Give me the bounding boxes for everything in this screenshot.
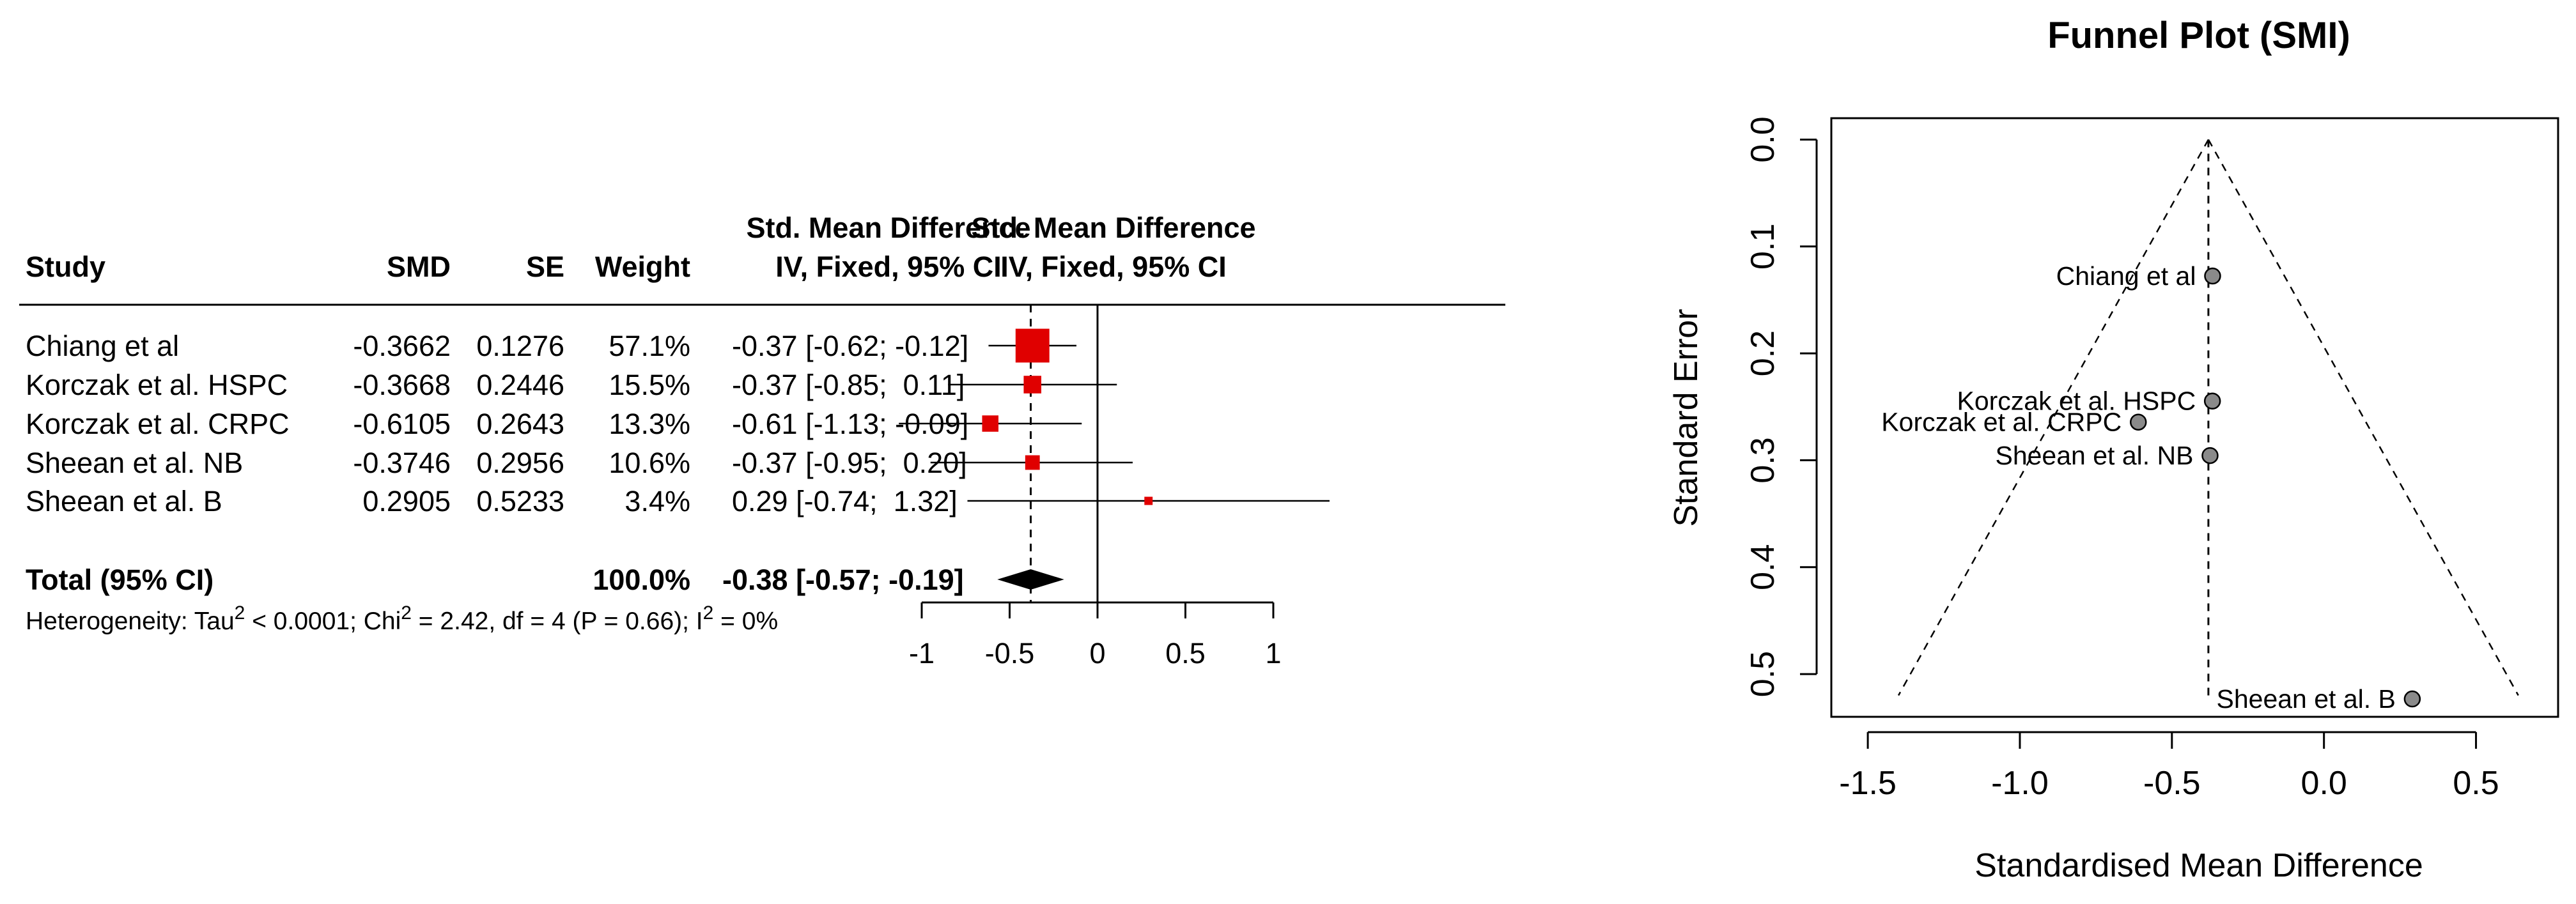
superscript: 2: [703, 602, 714, 624]
funnel-x-tick-label: -1.5: [1839, 765, 1897, 802]
funnel-x-tick-label: -0.5: [2143, 765, 2201, 802]
funnel-point-label: Korczak et al. HSPC: [1957, 387, 2196, 416]
funnel-plot-frame: [1830, 117, 2559, 718]
funnel-y-tick-label: 0.2: [1744, 330, 1781, 376]
heterogeneity-text: = 2.42, df = 4 (P = 0.66); I: [412, 608, 703, 635]
se-value: 0.2643: [476, 408, 564, 440]
superscript: 2: [401, 602, 412, 624]
funnel-x-axis-label: Standardised Mean Difference: [1975, 847, 2423, 884]
study-name: Korczak et al. CRPC: [26, 408, 290, 440]
forest-x-tick-label: 0: [1089, 637, 1105, 670]
forest-study-box: [1025, 455, 1040, 470]
funnel-y-tick-label: 0.5: [1744, 651, 1781, 697]
superscript: 2: [235, 602, 245, 624]
smd-value: -0.3662: [353, 330, 451, 362]
forest-x-tick-label: 1: [1265, 637, 1281, 670]
forest-study-box: [1144, 496, 1153, 505]
se-value: 0.5233: [476, 485, 564, 517]
funnel-y-tick-label: 0.1: [1744, 224, 1781, 270]
funnel-x-tick-label: 0.5: [2453, 765, 2499, 802]
table-row: Korczak et al. HSPC -0.3668 0.2446 15.5%…: [26, 369, 965, 401]
funnel-point-label: Sheean et al. B: [2217, 684, 2396, 714]
ci-value: -0.37 [-0.85; 0.11]: [732, 369, 965, 401]
table-row: Korczak et al. CRPC -0.6105 0.2643 13.3%…: [26, 408, 968, 440]
forest-pooled-diamond: [997, 569, 1064, 590]
plot-header-line1: Std. Mean Difference: [971, 211, 1255, 244]
funnel-y-tick-label: 0.4: [1744, 544, 1781, 590]
weight-value: 13.3%: [609, 408, 690, 440]
weight-value: 10.6%: [609, 447, 690, 479]
smd-value: -0.3668: [353, 369, 451, 401]
study-name: Sheean et al. NB: [26, 447, 243, 479]
smd-header: SMD: [387, 250, 451, 283]
funnel-plot: Funnel Plot (SMI) Standardised Mean Diff…: [1668, 15, 2559, 884]
funnel-y-axis-label: Standard Error: [1668, 309, 1705, 526]
funnel-y-tick-label: 0.0: [1744, 116, 1781, 162]
ci-header-line2: IV, Fixed, 95% CI: [775, 250, 1002, 283]
funnel-point: [2201, 447, 2219, 464]
smd-value: 0.2905: [362, 485, 451, 517]
funnel-x-tick-label: 0.0: [2301, 765, 2347, 802]
weight-value: 57.1%: [609, 330, 690, 362]
total-row: Total (95% CI) 100.0% -0.38 [-0.57; -0.1…: [26, 563, 964, 596]
table-row: Sheean et al. B 0.2905 0.5233 3.4% 0.29 …: [26, 485, 958, 517]
funnel-point: [2203, 392, 2221, 410]
funnel-point-label: Chiang et al: [2056, 261, 2196, 291]
forest-study-box: [1015, 328, 1050, 363]
forest-table: Std. Mean Difference IV, Fixed, 95% CI S…: [19, 211, 1505, 635]
total-label: Total (95% CI): [26, 563, 213, 596]
se-header: SE: [526, 250, 564, 283]
table-row: Sheean et al. NB -0.3746 0.2956 10.6% -0…: [26, 447, 967, 479]
funnel-point: [2403, 690, 2421, 708]
plot-header-line2: IV, Fixed, 95% CI: [1000, 250, 1227, 283]
forest-x-tick-label: -0.5: [985, 637, 1035, 670]
ci-header-line1: Std. Mean Difference: [746, 211, 1030, 244]
forest-x-tick-label: 0.5: [1165, 637, 1206, 670]
forest-study-box: [1023, 376, 1042, 394]
heterogeneity-note: Heterogeneity: Tau2 < 0.0001; Chi2 = 2.4…: [26, 602, 778, 635]
forest-study-box: [982, 415, 999, 432]
se-value: 0.1276: [476, 330, 564, 362]
weight-value: 15.5%: [609, 369, 690, 401]
total-ci: -0.38 [-0.57; -0.19]: [722, 563, 964, 596]
funnel-title: Funnel Plot (SMI): [2047, 15, 2350, 56]
ci-value: 0.29 [-0.74; 1.32]: [732, 485, 958, 517]
study-name: Korczak et al. HSPC: [26, 369, 288, 401]
table-row: Chiang et al -0.3662 0.1276 57.1% -0.37 …: [26, 330, 968, 362]
study-name: Sheean et al. B: [26, 485, 222, 517]
se-value: 0.2956: [476, 447, 564, 479]
funnel-right-boundary: [2207, 139, 2519, 696]
se-value: 0.2446: [476, 369, 564, 401]
heterogeneity-text: Heterogeneity: Tau: [26, 608, 235, 635]
heterogeneity-text: < 0.0001; Chi: [245, 608, 401, 635]
study-header: Study: [26, 250, 105, 283]
funnel-x-tick-label: -1.0: [1991, 765, 2049, 802]
funnel-point-label: Korczak et al. CRPC: [1881, 408, 2122, 437]
ci-value: -0.37 [-0.95; 0.20]: [732, 447, 967, 479]
forest-plot: -1 -0.5 0 0.5 1: [899, 305, 1330, 670]
smd-value: -0.3746: [353, 447, 451, 479]
ci-value: -0.37 [-0.62; -0.12]: [732, 330, 968, 362]
weight-header: Weight: [595, 250, 690, 283]
funnel-point-label: Sheean et al. NB: [1995, 441, 2193, 470]
funnel-point: [2204, 267, 2221, 285]
forest-x-tick-label: -1: [909, 637, 935, 670]
smd-value: -0.6105: [353, 408, 451, 440]
funnel-y-tick-label: 0.3: [1744, 437, 1781, 483]
funnel-point: [2130, 413, 2147, 431]
study-name: Chiang et al: [26, 330, 179, 362]
heterogeneity-text: = 0%: [713, 608, 778, 635]
weight-value: 3.4%: [625, 485, 690, 517]
total-weight: 100.0%: [593, 563, 690, 596]
funnel-plot-marks: -1.5 -1.0 -0.5 0.0 0.5 0.0 0.1 0.2 0.3 0.4 0.5 Chia…: [1744, 116, 2519, 802]
